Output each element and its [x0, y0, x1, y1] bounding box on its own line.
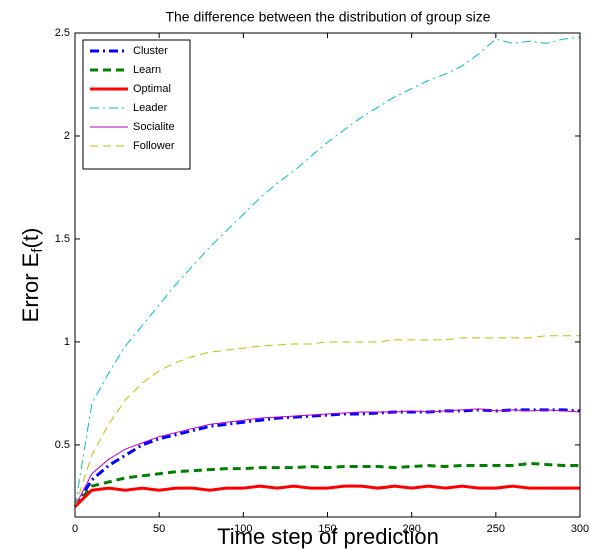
y-tick-label: 0.5	[55, 439, 70, 451]
legend-label: Leader	[133, 102, 168, 114]
legend-label: Learn	[133, 64, 161, 76]
legend-label: Cluster	[133, 45, 168, 57]
x-tick-label: 50	[153, 523, 165, 535]
legend-label: Optimal	[133, 83, 171, 95]
series-line	[73, 461, 580, 508]
axes-box	[74, 32, 581, 518]
x-tick-label: 250	[487, 523, 505, 535]
x-tick-label: 200	[402, 523, 420, 535]
series-line	[74, 408, 581, 507]
legend-label: Socialite	[133, 121, 175, 133]
series-line	[74, 36, 581, 507]
y-tick-label: 1	[64, 336, 70, 348]
series-line	[73, 484, 580, 508]
legend-label: Follower	[133, 140, 175, 152]
x-tick-label: 0	[72, 523, 78, 535]
y-label-end: (t)	[18, 228, 43, 249]
y-label-sub: f	[29, 248, 46, 253]
chart-title: The difference between the distribution …	[165, 9, 490, 25]
y-tick-label: 1.5	[55, 233, 70, 245]
x-tick-label: 300	[571, 523, 589, 535]
y-axis-label: Error Ef(t)	[18, 228, 46, 323]
y-label-main: Error E	[18, 253, 43, 323]
legend-box	[82, 39, 191, 170]
x-tick-label: 150	[318, 523, 336, 535]
y-tick-label: 2	[64, 130, 70, 142]
y-tick-label: 2.5	[55, 27, 70, 39]
x-tick-label: 100	[234, 523, 252, 535]
x-axis-label: Time step of prediction	[217, 524, 439, 549]
series-line	[74, 335, 580, 507]
